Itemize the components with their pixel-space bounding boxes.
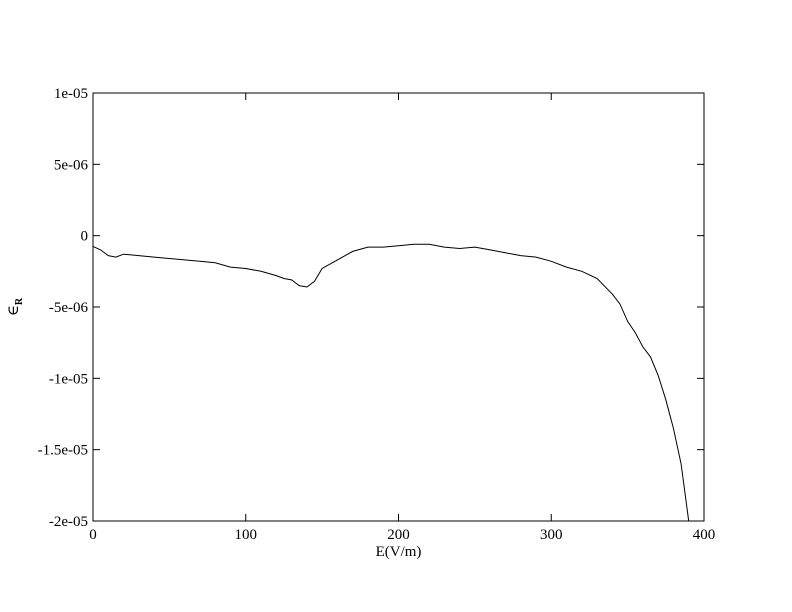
- y-axis-label-subscript: R: [14, 297, 25, 305]
- x-tick-label: 200: [387, 527, 410, 543]
- y-axis-label-symbol: ∈: [6, 305, 22, 316]
- y-tick-label: -2e-05: [49, 514, 88, 530]
- x-axis-ticks: 0 100 200 300 400: [89, 93, 715, 543]
- x-axis-label: E(V/m): [376, 544, 422, 560]
- x-tick-label: 400: [693, 527, 716, 543]
- plot-area: [92, 92, 705, 522]
- y-tick-label: 0: [81, 229, 89, 245]
- x-tick-label: 0: [89, 527, 97, 543]
- y-tick-label: -1e-05: [49, 371, 88, 387]
- y-axis-label: ∈R: [6, 297, 25, 316]
- y-tick-label: -5e-06: [49, 300, 89, 316]
- x-tick-label: 100: [235, 527, 258, 543]
- x-tick-label: 300: [540, 527, 563, 543]
- y-tick-label: -1.5e-05: [38, 443, 88, 459]
- y-tick-label: 1e-05: [54, 86, 88, 102]
- y-tick-label: 5e-06: [54, 157, 89, 173]
- y-axis-ticks: 1e-05 5e-06 0 -5e-06 -1e-05 -1.5e-05 -2e-05: [38, 86, 704, 530]
- plot-frame: [92, 92, 705, 522]
- series-line: [92, 243, 690, 522]
